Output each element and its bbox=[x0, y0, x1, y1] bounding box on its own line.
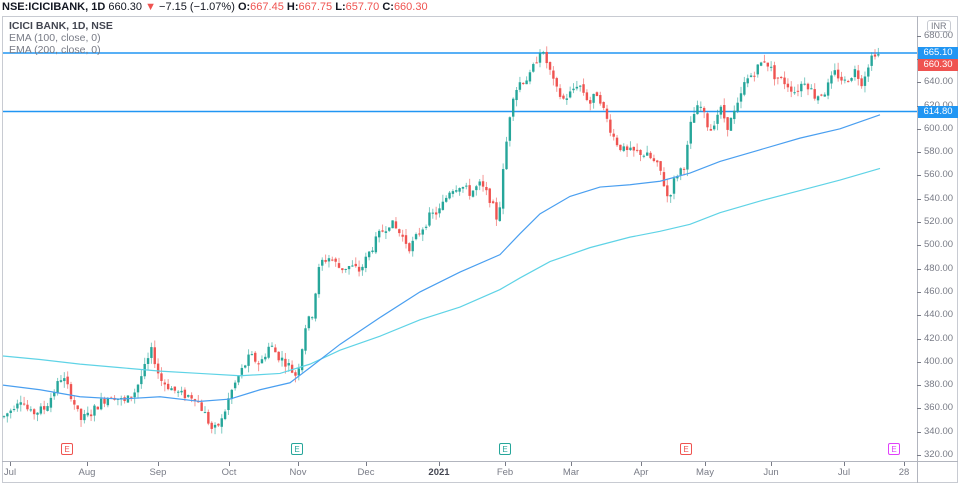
time-tick-label: 2021 bbox=[428, 467, 450, 478]
support-price-badge: 614.80 bbox=[918, 106, 958, 118]
time-tick-label: Sep bbox=[149, 467, 167, 478]
price-tick bbox=[917, 291, 921, 293]
earnings-future-icon[interactable]: E bbox=[888, 443, 900, 455]
time-tick bbox=[571, 462, 572, 466]
price-tick-label: 420.00 bbox=[924, 332, 954, 344]
currency-label[interactable]: INR bbox=[927, 20, 951, 32]
time-tick bbox=[158, 462, 159, 466]
price-tick-label: 520.00 bbox=[924, 216, 954, 227]
price-tick bbox=[917, 198, 921, 200]
price-tick bbox=[917, 455, 921, 456]
last-price: 660.30 bbox=[108, 1, 143, 13]
time-tick bbox=[229, 462, 230, 466]
price-tick-label: 320.00 bbox=[924, 449, 954, 460]
time-tick bbox=[705, 462, 706, 466]
time-tick bbox=[844, 462, 845, 466]
price-tick-label: 440.00 bbox=[924, 309, 954, 321]
time-tick-label: Jul bbox=[3, 467, 17, 478]
candles bbox=[2, 46, 880, 435]
time-tick-label: Dec bbox=[357, 467, 375, 478]
time-tick-label: Jul bbox=[837, 467, 851, 478]
price-tick bbox=[917, 82, 921, 84]
close-value: 660.30 bbox=[393, 1, 428, 13]
ema100-line[interactable] bbox=[2, 114, 881, 403]
symbol-name: NSE:ICICIBANK, 1D bbox=[2, 1, 106, 13]
time-tick-label: Feb bbox=[496, 467, 514, 478]
price-tick bbox=[917, 431, 921, 433]
low-value: 657.70 bbox=[345, 1, 380, 13]
price-tick-label: 460.00 bbox=[924, 285, 954, 297]
price-tick-label: 500.00 bbox=[924, 239, 954, 251]
time-tick bbox=[10, 462, 11, 466]
legend-title: ICICI BANK, 1D, NSE bbox=[9, 20, 113, 32]
time-tick-label: Jun bbox=[763, 467, 779, 478]
last-price-badge: 660.30 bbox=[918, 59, 958, 71]
time-tick bbox=[298, 462, 299, 466]
time-tick-label: Mar bbox=[562, 467, 580, 478]
price-tick bbox=[917, 152, 921, 154]
earnings-miss-icon[interactable]: E bbox=[61, 443, 73, 455]
resistance-price-badge: 665.10 bbox=[918, 47, 958, 59]
price-tick bbox=[917, 361, 921, 363]
time-tick bbox=[505, 462, 506, 466]
chart-legend: ICICI BANK, 1D, NSE EMA (100, close, 0) … bbox=[9, 20, 113, 56]
time-tick-label: Oct bbox=[221, 467, 237, 478]
high-value: 667.75 bbox=[298, 1, 333, 13]
price-tick bbox=[917, 128, 921, 130]
price-tick-label: 620.00 bbox=[924, 99, 954, 111]
low-label: L: bbox=[335, 1, 346, 13]
time-tick-label: Nov bbox=[289, 467, 307, 478]
price-tick bbox=[917, 35, 921, 37]
open-label: O: bbox=[237, 1, 251, 13]
price-change: −7.15 (−1.07%) bbox=[159, 1, 235, 13]
price-tick-label: 640.00 bbox=[924, 76, 954, 88]
price-tick bbox=[917, 175, 921, 177]
time-tick bbox=[904, 462, 905, 466]
price-tick-label: 360.00 bbox=[924, 402, 954, 414]
price-axis-divider bbox=[917, 16, 918, 483]
price-tick bbox=[917, 245, 921, 247]
price-tick bbox=[917, 338, 921, 340]
time-axis-divider bbox=[2, 461, 958, 462]
time-tick bbox=[771, 462, 772, 466]
price-tick-label: 400.00 bbox=[924, 355, 954, 367]
price-tick-label: 340.00 bbox=[924, 425, 954, 437]
high-label: H: bbox=[286, 1, 299, 13]
price-tick-label: 600.00 bbox=[924, 122, 954, 134]
time-tick bbox=[641, 462, 642, 466]
close-label: C: bbox=[382, 1, 394, 13]
legend-ema100[interactable]: EMA (100, close, 0) bbox=[9, 32, 101, 44]
time-tick bbox=[366, 462, 367, 466]
price-tick-label: 380.00 bbox=[924, 379, 954, 391]
chart-frame[interactable] bbox=[2, 16, 958, 483]
time-tick bbox=[439, 462, 440, 466]
time-tick-label: Aug bbox=[78, 467, 96, 478]
price-tick bbox=[917, 385, 921, 387]
legend-ema200[interactable]: EMA (200, close, 0) bbox=[9, 44, 101, 56]
price-tick-label: 680.00 bbox=[924, 29, 954, 41]
ema200-line[interactable] bbox=[2, 167, 881, 377]
price-tick-label: 560.00 bbox=[924, 169, 954, 181]
symbol-header: NSE:ICICIBANK, 1D 660.30 ▼ −7.15 (−1.07%… bbox=[0, 0, 960, 14]
price-tick bbox=[917, 315, 921, 317]
time-tick bbox=[87, 462, 88, 466]
price-tick-label: 540.00 bbox=[924, 192, 954, 204]
time-tick-label: Apr bbox=[633, 467, 649, 478]
open-value: 667.45 bbox=[250, 1, 284, 13]
earnings-beat-icon[interactable]: E bbox=[291, 443, 303, 455]
price-tick-label: 480.00 bbox=[924, 262, 954, 274]
price-tick bbox=[917, 408, 921, 410]
price-tick-label: 580.00 bbox=[924, 146, 954, 158]
earnings-miss-icon[interactable]: E bbox=[680, 443, 692, 455]
down-arrow-icon: ▼ bbox=[145, 1, 156, 13]
time-tick-label: May bbox=[696, 467, 714, 478]
time-tick-label: 28 bbox=[898, 467, 910, 478]
price-tick bbox=[917, 222, 921, 223]
earnings-beat-icon[interactable]: E bbox=[499, 443, 511, 455]
price-tick bbox=[917, 268, 921, 270]
